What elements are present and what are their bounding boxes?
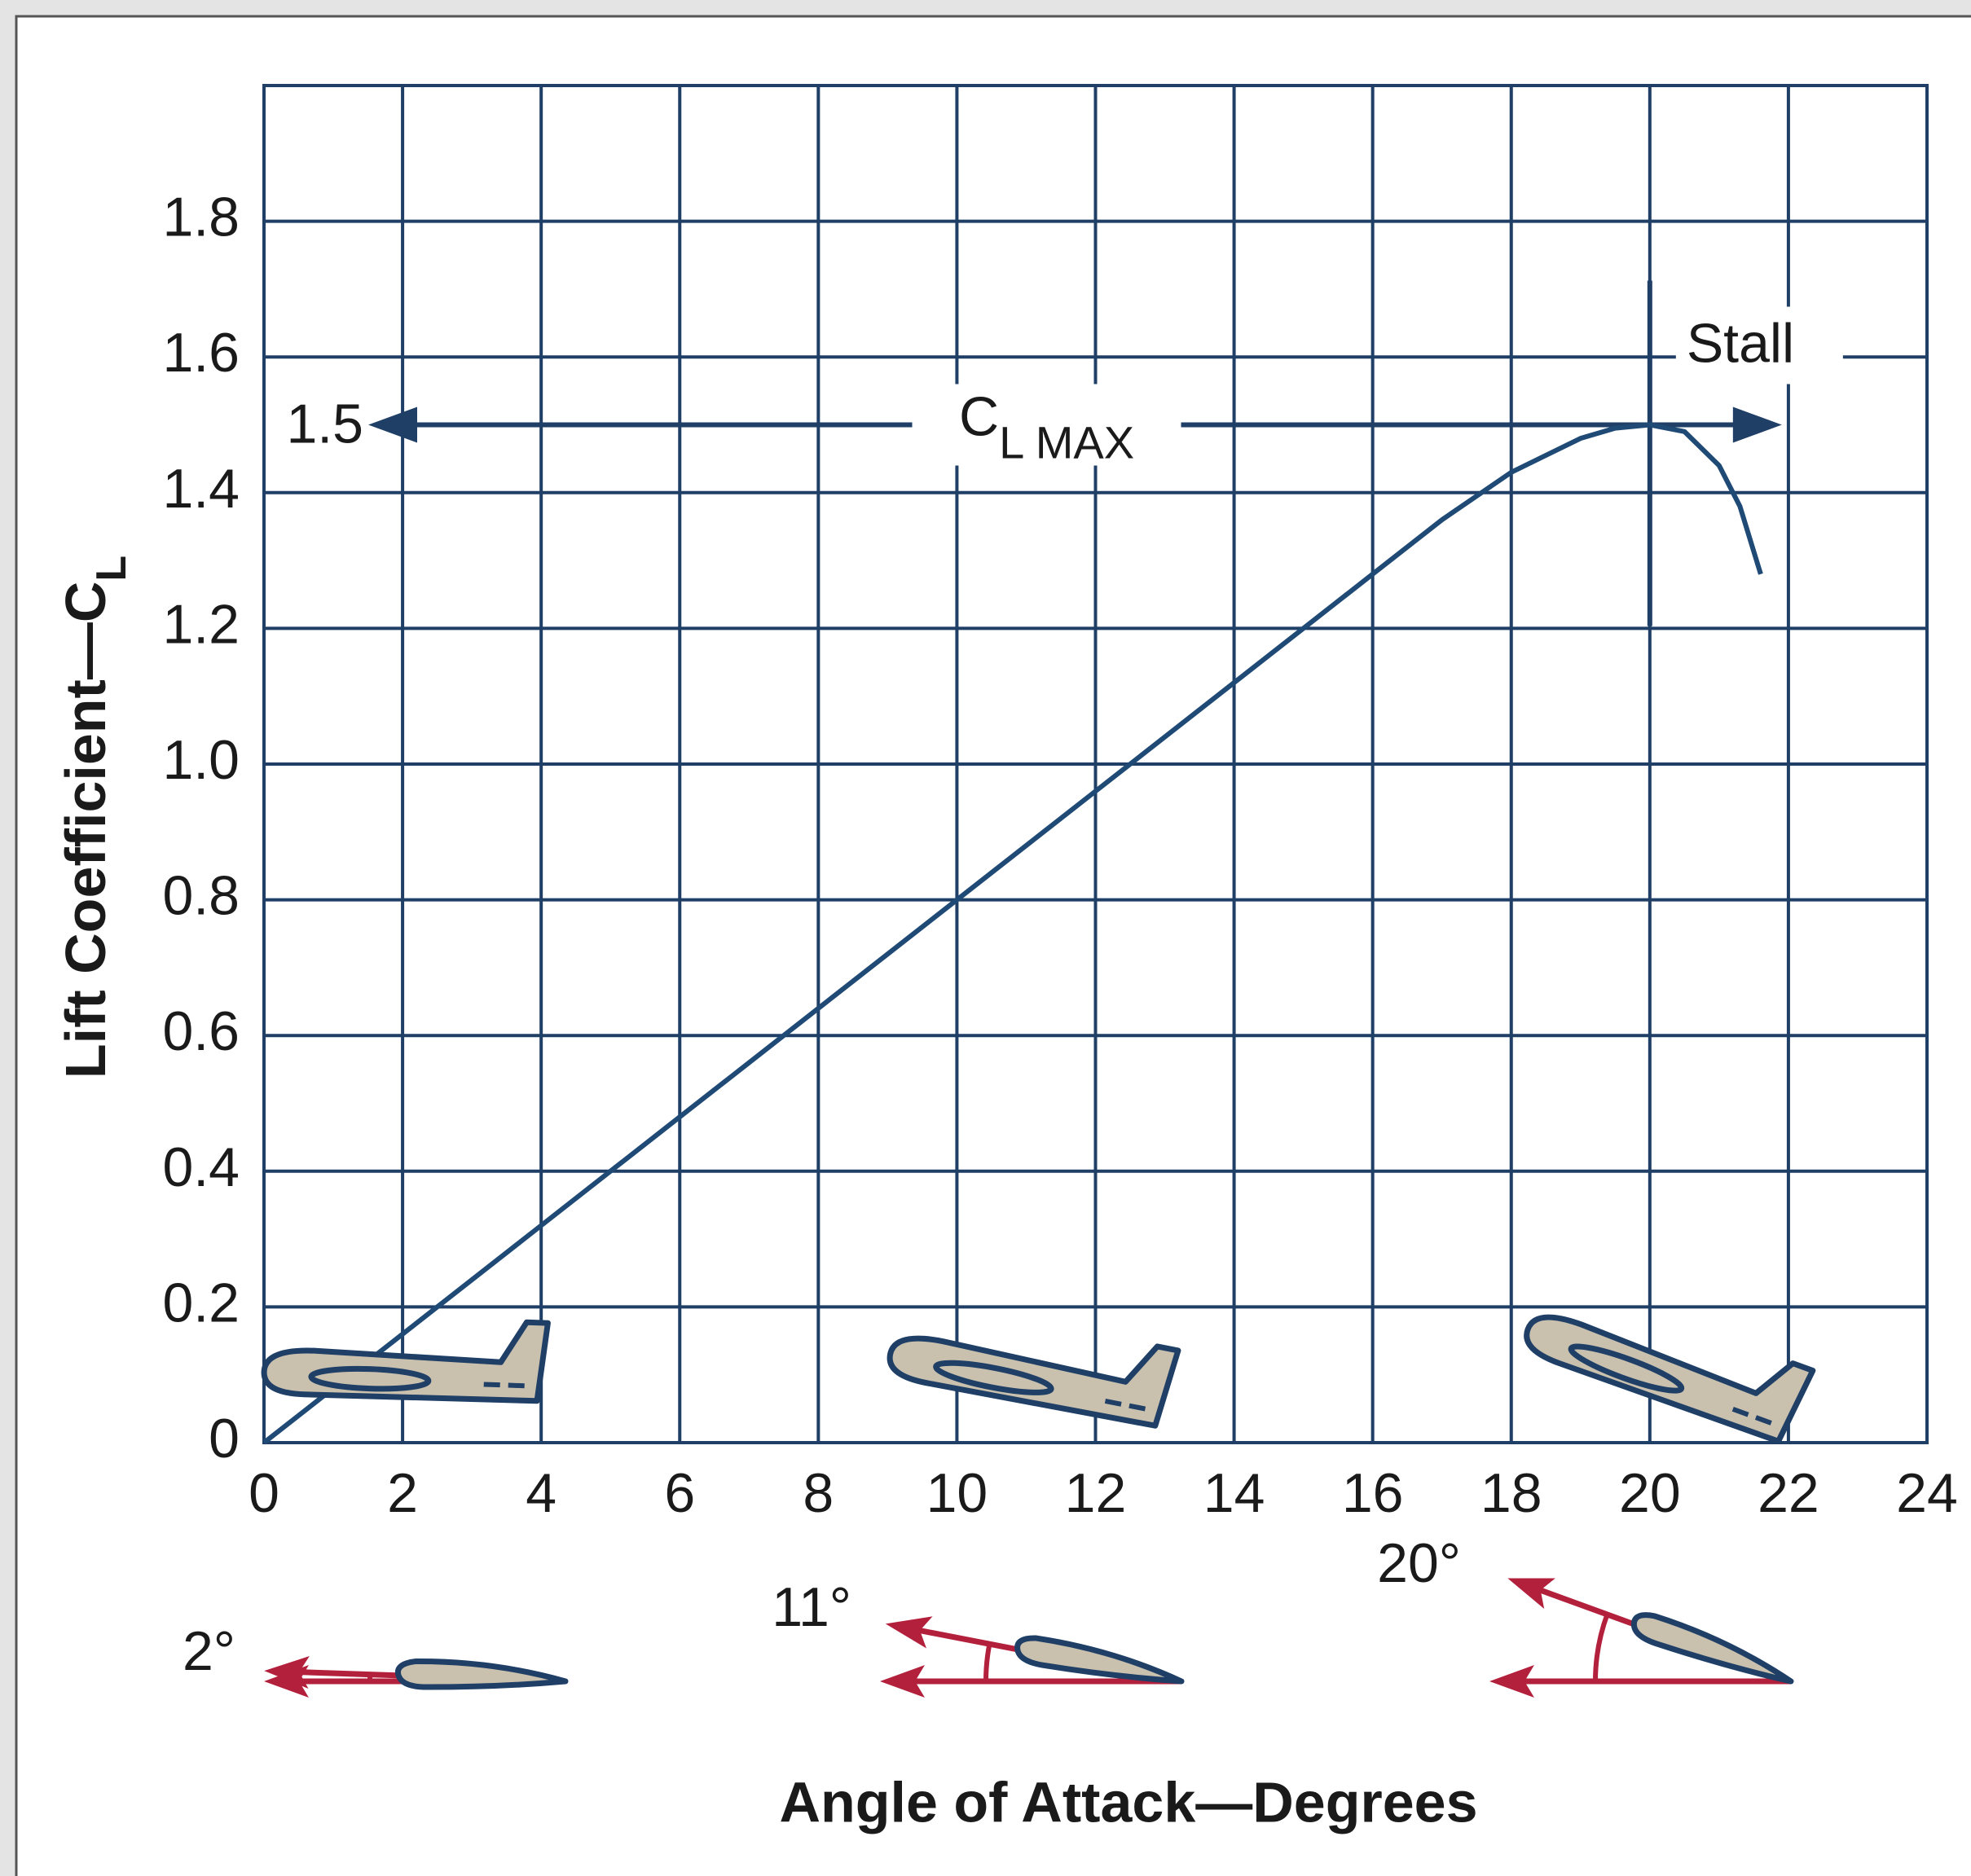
arrowhead [880,1665,925,1698]
panel [15,15,1971,1876]
angle-diagram: 20° [1377,1532,1794,1698]
x-tick-label: 10 [926,1462,988,1524]
arrowhead [1489,1665,1534,1698]
chord [885,1616,1185,1685]
x-tick-label: 24 [1896,1462,1958,1524]
airfoil [1630,1612,1794,1685]
angle-diagram: 2° [183,1620,569,1698]
angle-label: 2° [183,1620,235,1682]
y-tick-label: 1.2 [162,593,240,655]
y-axis-title-sub: L [88,556,135,582]
label-background [912,384,1181,466]
tailplane [1731,1407,1776,1427]
x-tick-label: 12 [1065,1462,1127,1524]
cl-max-label-main: C [959,385,999,447]
label-background [1675,306,1843,384]
airfoil [394,1659,569,1690]
angle-label: 11° [772,1576,851,1638]
tailplane [483,1382,529,1389]
lift-curve [262,422,1763,1445]
airplane [1524,1314,1816,1444]
y-tick-label: 0.8 [162,865,240,927]
airplane [261,1319,551,1404]
x-tick-label: 14 [1203,1462,1265,1524]
cl-max-value: 1.5 [286,393,363,455]
cl-max-label-sub: L MAX [999,417,1134,468]
x-tick-label: 6 [664,1462,695,1524]
y-tick-label: 1.8 [162,187,240,248]
y-tick-label: 0.6 [162,1000,240,1062]
chord [264,1656,569,1690]
y-tick-label: 1.6 [162,322,240,384]
arrowhead [1507,1578,1555,1610]
arrowhead [1732,406,1782,443]
x-tick-label: 18 [1480,1462,1542,1524]
angle-diagram: 11° [772,1576,1185,1698]
cl-max-label: CL MAX [959,385,1134,468]
x-tick-label: 4 [526,1462,557,1524]
angle-label: 20° [1377,1532,1461,1594]
y-tick-label: 0.2 [162,1272,240,1333]
arrowhead [264,1656,310,1689]
x-tick-label: 20 [1619,1462,1681,1524]
y-tick-label: 0.4 [162,1136,240,1198]
chord [1507,1578,1794,1685]
airplane [887,1335,1181,1429]
y-axis-title: Lift Coefficient—CL [54,556,134,1079]
y-tick-label: 0 [209,1408,240,1470]
y-axis-title-main: Lift Coefficient—C [54,582,117,1079]
x-axis-title: Angle of Attack—Degrees [779,1770,1477,1834]
x-tick-label: 16 [1342,1462,1404,1524]
y-tick-label: 1.0 [162,729,240,791]
angle-arc [1593,1613,1610,1682]
airfoil [1014,1635,1185,1685]
y-tick-label: 1.4 [162,458,240,520]
stall-label: Stall [1687,312,1794,374]
wing [933,1360,1054,1395]
wing [1568,1343,1685,1394]
tailplane [1104,1399,1150,1412]
angle-arc [983,1643,992,1682]
wing [308,1365,432,1392]
arrowhead [885,1616,933,1649]
arrowhead [368,406,417,443]
x-tick-label: 0 [249,1462,279,1524]
x-tick-label: 8 [803,1462,834,1524]
x-tick-label: 22 [1758,1462,1819,1524]
x-tick-label: 2 [387,1462,418,1524]
